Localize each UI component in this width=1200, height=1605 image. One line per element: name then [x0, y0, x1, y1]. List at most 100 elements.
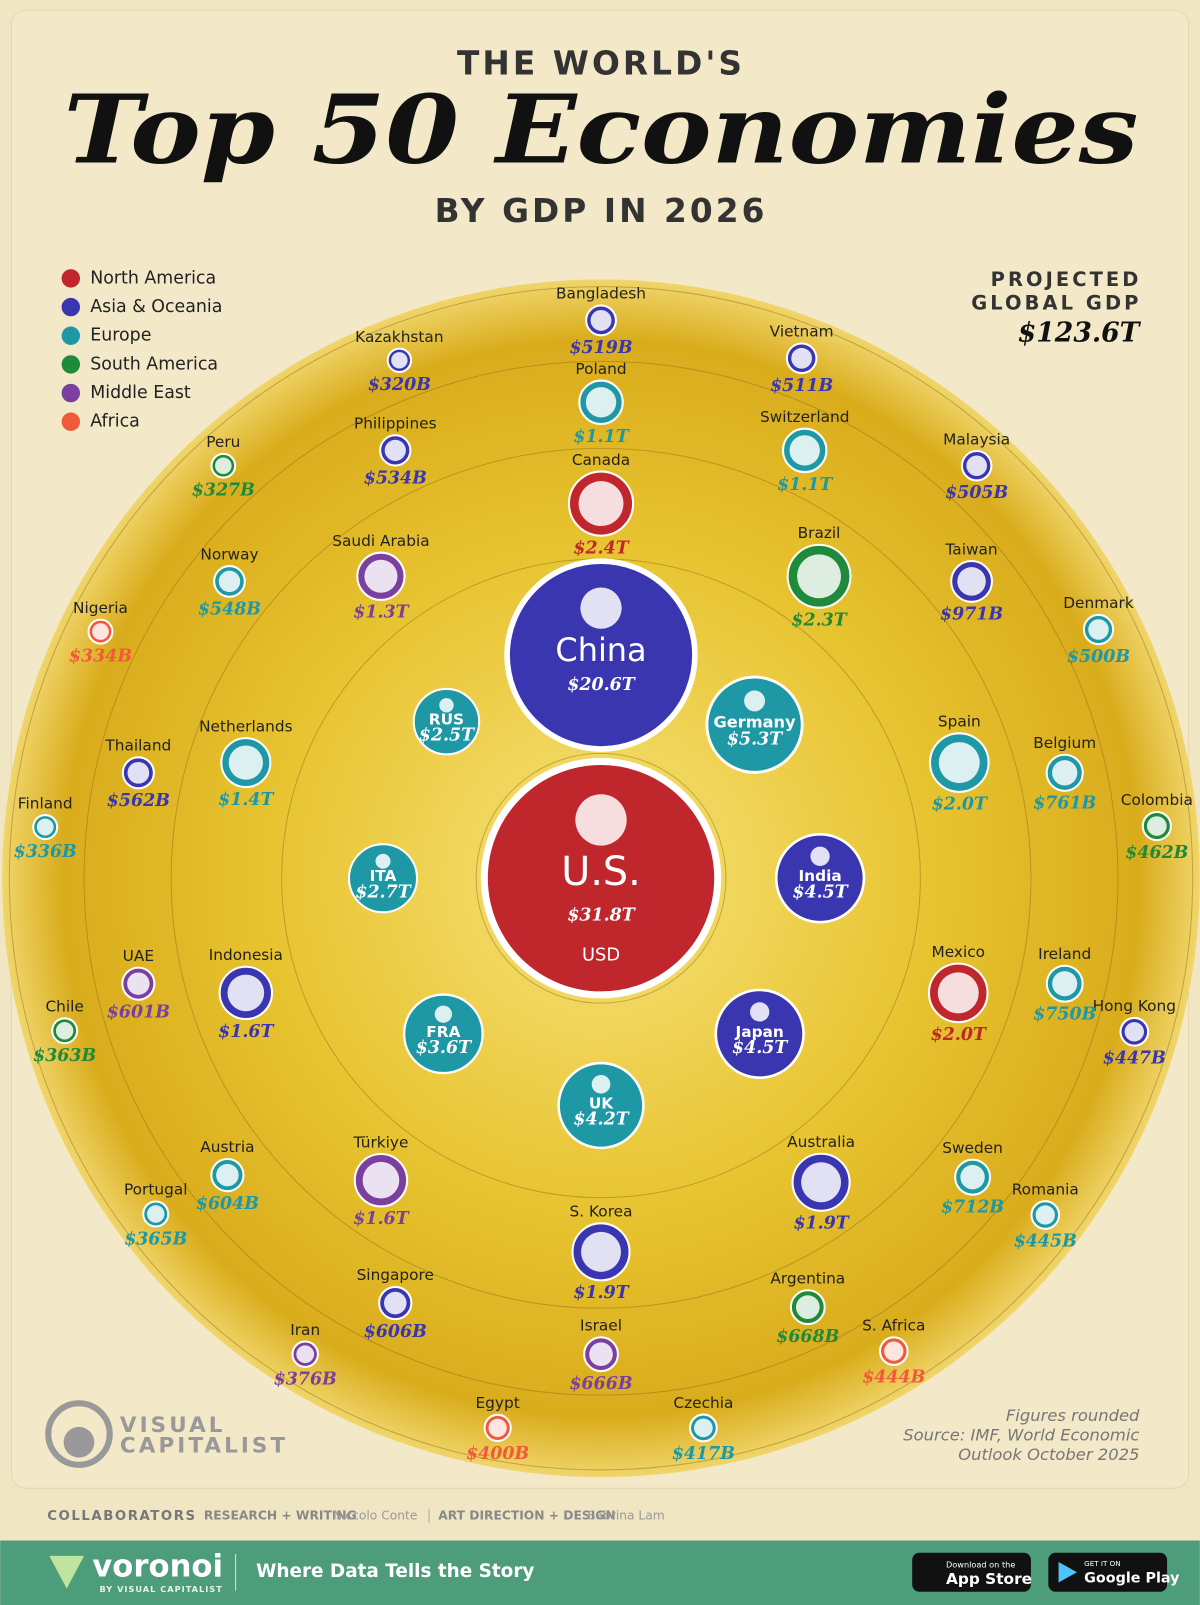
country-name: Czechia: [673, 1394, 733, 1412]
country-name: Egypt: [475, 1394, 519, 1412]
flag: [585, 387, 617, 418]
country-name: Kazakhstan: [355, 328, 443, 346]
note: Outlook October 2025: [958, 1445, 1139, 1464]
country-name: Iran: [290, 1321, 320, 1339]
badge-icon[interactable]: [1058, 1562, 1077, 1583]
flag: [391, 352, 408, 369]
country-name: Finland: [18, 794, 73, 812]
app-store-badge[interactable]: Download on the App Store: [912, 1552, 1032, 1592]
flag: [578, 481, 624, 527]
flag: [589, 1342, 613, 1367]
value-label: $519B: [569, 338, 632, 358]
flag: [384, 439, 406, 461]
value-label: $444B: [862, 1368, 925, 1388]
country-name: Poland: [575, 360, 626, 378]
flag: [439, 698, 454, 713]
country-name: Canada: [572, 451, 630, 469]
bubble: [402, 993, 484, 1075]
country-name: Saudi Arabia: [332, 532, 429, 550]
value-label: $2.4T: [573, 538, 629, 558]
country-name: Portugal: [124, 1181, 188, 1199]
bubbles: U.S. $31.8T USD Canada $2.4T Mexico $2.0T China…: [14, 285, 1193, 1464]
flag: [1124, 1022, 1145, 1042]
value-label: $5.3T: [727, 730, 783, 750]
title: Top 50 Economies: [64, 75, 1139, 185]
country-name: Taiwan: [944, 540, 997, 558]
country-name: Japan: [735, 1023, 784, 1041]
value-label: $971B: [940, 605, 1003, 625]
country-name: Spain: [938, 713, 981, 731]
value-label: $500B: [1067, 647, 1130, 667]
value-label: $1.4T: [218, 790, 274, 810]
value-label: $548B: [198, 600, 261, 620]
country-name: Colombia: [1121, 791, 1193, 809]
badge-text[interactable]: Google Play: [1084, 1570, 1180, 1586]
value-label: $417B: [672, 1444, 735, 1464]
flag: [434, 1005, 453, 1023]
country-name: Vietnam: [770, 323, 834, 341]
value-label: $534B: [364, 468, 427, 488]
value-label: $376B: [274, 1370, 337, 1390]
credit-name: Sabrina Lam: [588, 1508, 665, 1522]
flag: [789, 435, 820, 466]
brand-sub: BY VISUAL CAPITALIST: [99, 1584, 222, 1594]
flag: [575, 794, 627, 846]
country-name: Denmark: [1063, 594, 1134, 612]
country-name: S. Africa: [862, 1317, 925, 1335]
value-label: $4.5T: [792, 882, 848, 902]
legend-label: Europe: [90, 326, 151, 346]
legend-swatch: [61, 383, 81, 403]
badge-text[interactable]: Download on the: [946, 1560, 1015, 1570]
value-label: $1.6T: [353, 1209, 409, 1229]
flag: [1146, 816, 1167, 836]
flag: [55, 1022, 74, 1040]
badge-text[interactable]: App Store: [946, 1570, 1032, 1588]
bubble: [347, 843, 419, 914]
value-label: $363B: [33, 1046, 96, 1066]
flag: [581, 1231, 621, 1272]
flag: [744, 690, 766, 712]
value-label: $511B: [770, 376, 833, 396]
flag: [810, 846, 830, 866]
country-name: Sweden: [942, 1139, 1003, 1157]
flag: [127, 972, 150, 995]
badge-text[interactable]: GET IT ON: [1084, 1559, 1120, 1568]
value-label: $336B: [14, 842, 77, 862]
flag: [580, 587, 622, 629]
value-label: $606B: [364, 1322, 427, 1342]
country-name: Türkiye: [352, 1133, 408, 1151]
flag: [227, 974, 265, 1012]
value-label: $462B: [1125, 843, 1188, 863]
country-name: Philippines: [354, 415, 437, 433]
legend-swatch: [61, 326, 81, 345]
value-label: $2.0T: [932, 795, 988, 815]
value-label: $1.9T: [573, 1283, 629, 1303]
value-label: $1.9T: [793, 1214, 849, 1234]
flag: [364, 559, 398, 593]
country-name: S. Korea: [570, 1203, 633, 1221]
badge[interactable]: [1048, 1552, 1168, 1592]
country-name: UAE: [123, 947, 154, 965]
value-label: $334B: [69, 646, 132, 666]
flag: [960, 1164, 985, 1190]
total-label: PROJECTED: [991, 268, 1142, 291]
country-name: Peru: [206, 433, 240, 451]
country-name: Hong Kong: [1093, 997, 1176, 1015]
country-name: Brazil: [798, 524, 841, 542]
note: Source: IMF, World Economic: [903, 1426, 1139, 1445]
value-label: $4.5T: [732, 1038, 788, 1058]
flag: [218, 570, 241, 593]
badge[interactable]: [912, 1552, 1031, 1592]
country-name: Israel: [580, 1317, 622, 1335]
legend-swatch: [61, 297, 81, 317]
value-label: $447B: [1103, 1048, 1166, 1068]
flag: [215, 457, 232, 475]
google-play-badge[interactable]: GET IT ON Google Play: [1048, 1552, 1180, 1592]
value-label: $1.6T: [218, 1022, 274, 1042]
value-label: $1.3T: [353, 603, 409, 623]
legend-label: Asia & Oceania: [90, 297, 222, 317]
total-label: GLOBAL GDP: [971, 292, 1141, 315]
flag: [797, 554, 842, 599]
collaborators: COLLABORATORS: [47, 1509, 196, 1524]
credit-label: RESEARCH + WRITING: [204, 1508, 357, 1522]
